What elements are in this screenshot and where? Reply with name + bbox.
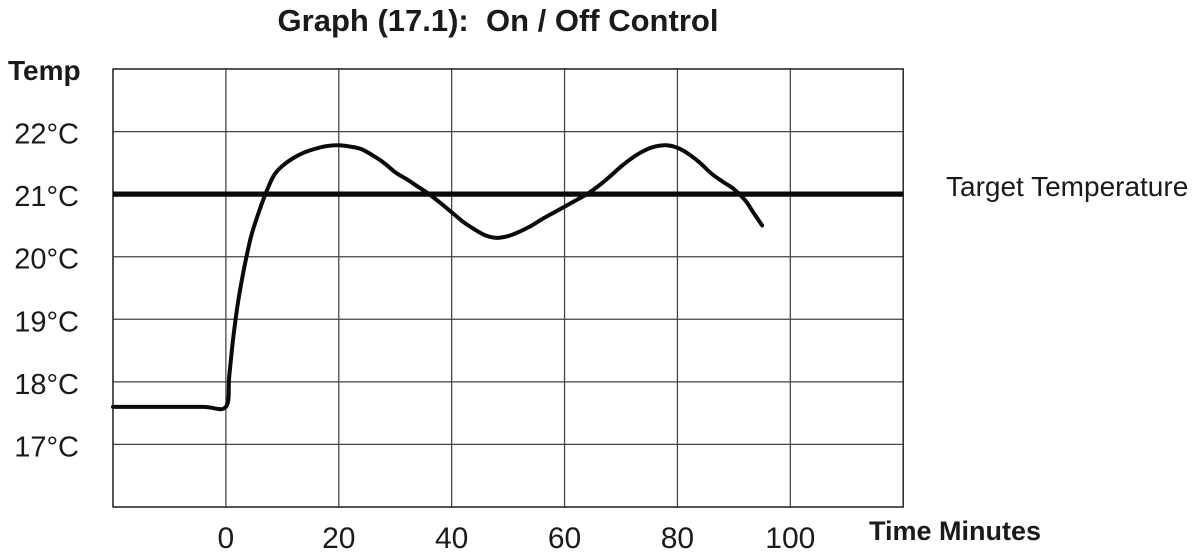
y-tick-label: 17°C <box>14 431 79 463</box>
x-tick-label: 0 <box>218 522 235 555</box>
chart-title: Graph (17.1): On / Off Control <box>277 3 719 38</box>
x-tick-label: 40 <box>435 522 468 555</box>
y-tick-label: 19°C <box>14 306 79 338</box>
y-tick-label: 21°C <box>14 181 79 213</box>
y-axis-title: Temp <box>8 55 81 86</box>
x-tick-label: 60 <box>548 522 581 555</box>
x-axis-title: Time Minutes <box>869 516 1042 546</box>
y-tick-label: 18°C <box>14 369 79 401</box>
target-temperature-label: Target Temperature <box>946 171 1189 202</box>
x-tick-label: 100 <box>765 522 815 555</box>
plot-border <box>112 68 904 508</box>
x-tick-label: 20 <box>322 522 355 555</box>
y-tick-label: 20°C <box>14 244 79 276</box>
y-tick-label: 22°C <box>14 119 79 151</box>
x-tick-label: 80 <box>661 522 694 555</box>
temperature-curve <box>111 143 765 412</box>
